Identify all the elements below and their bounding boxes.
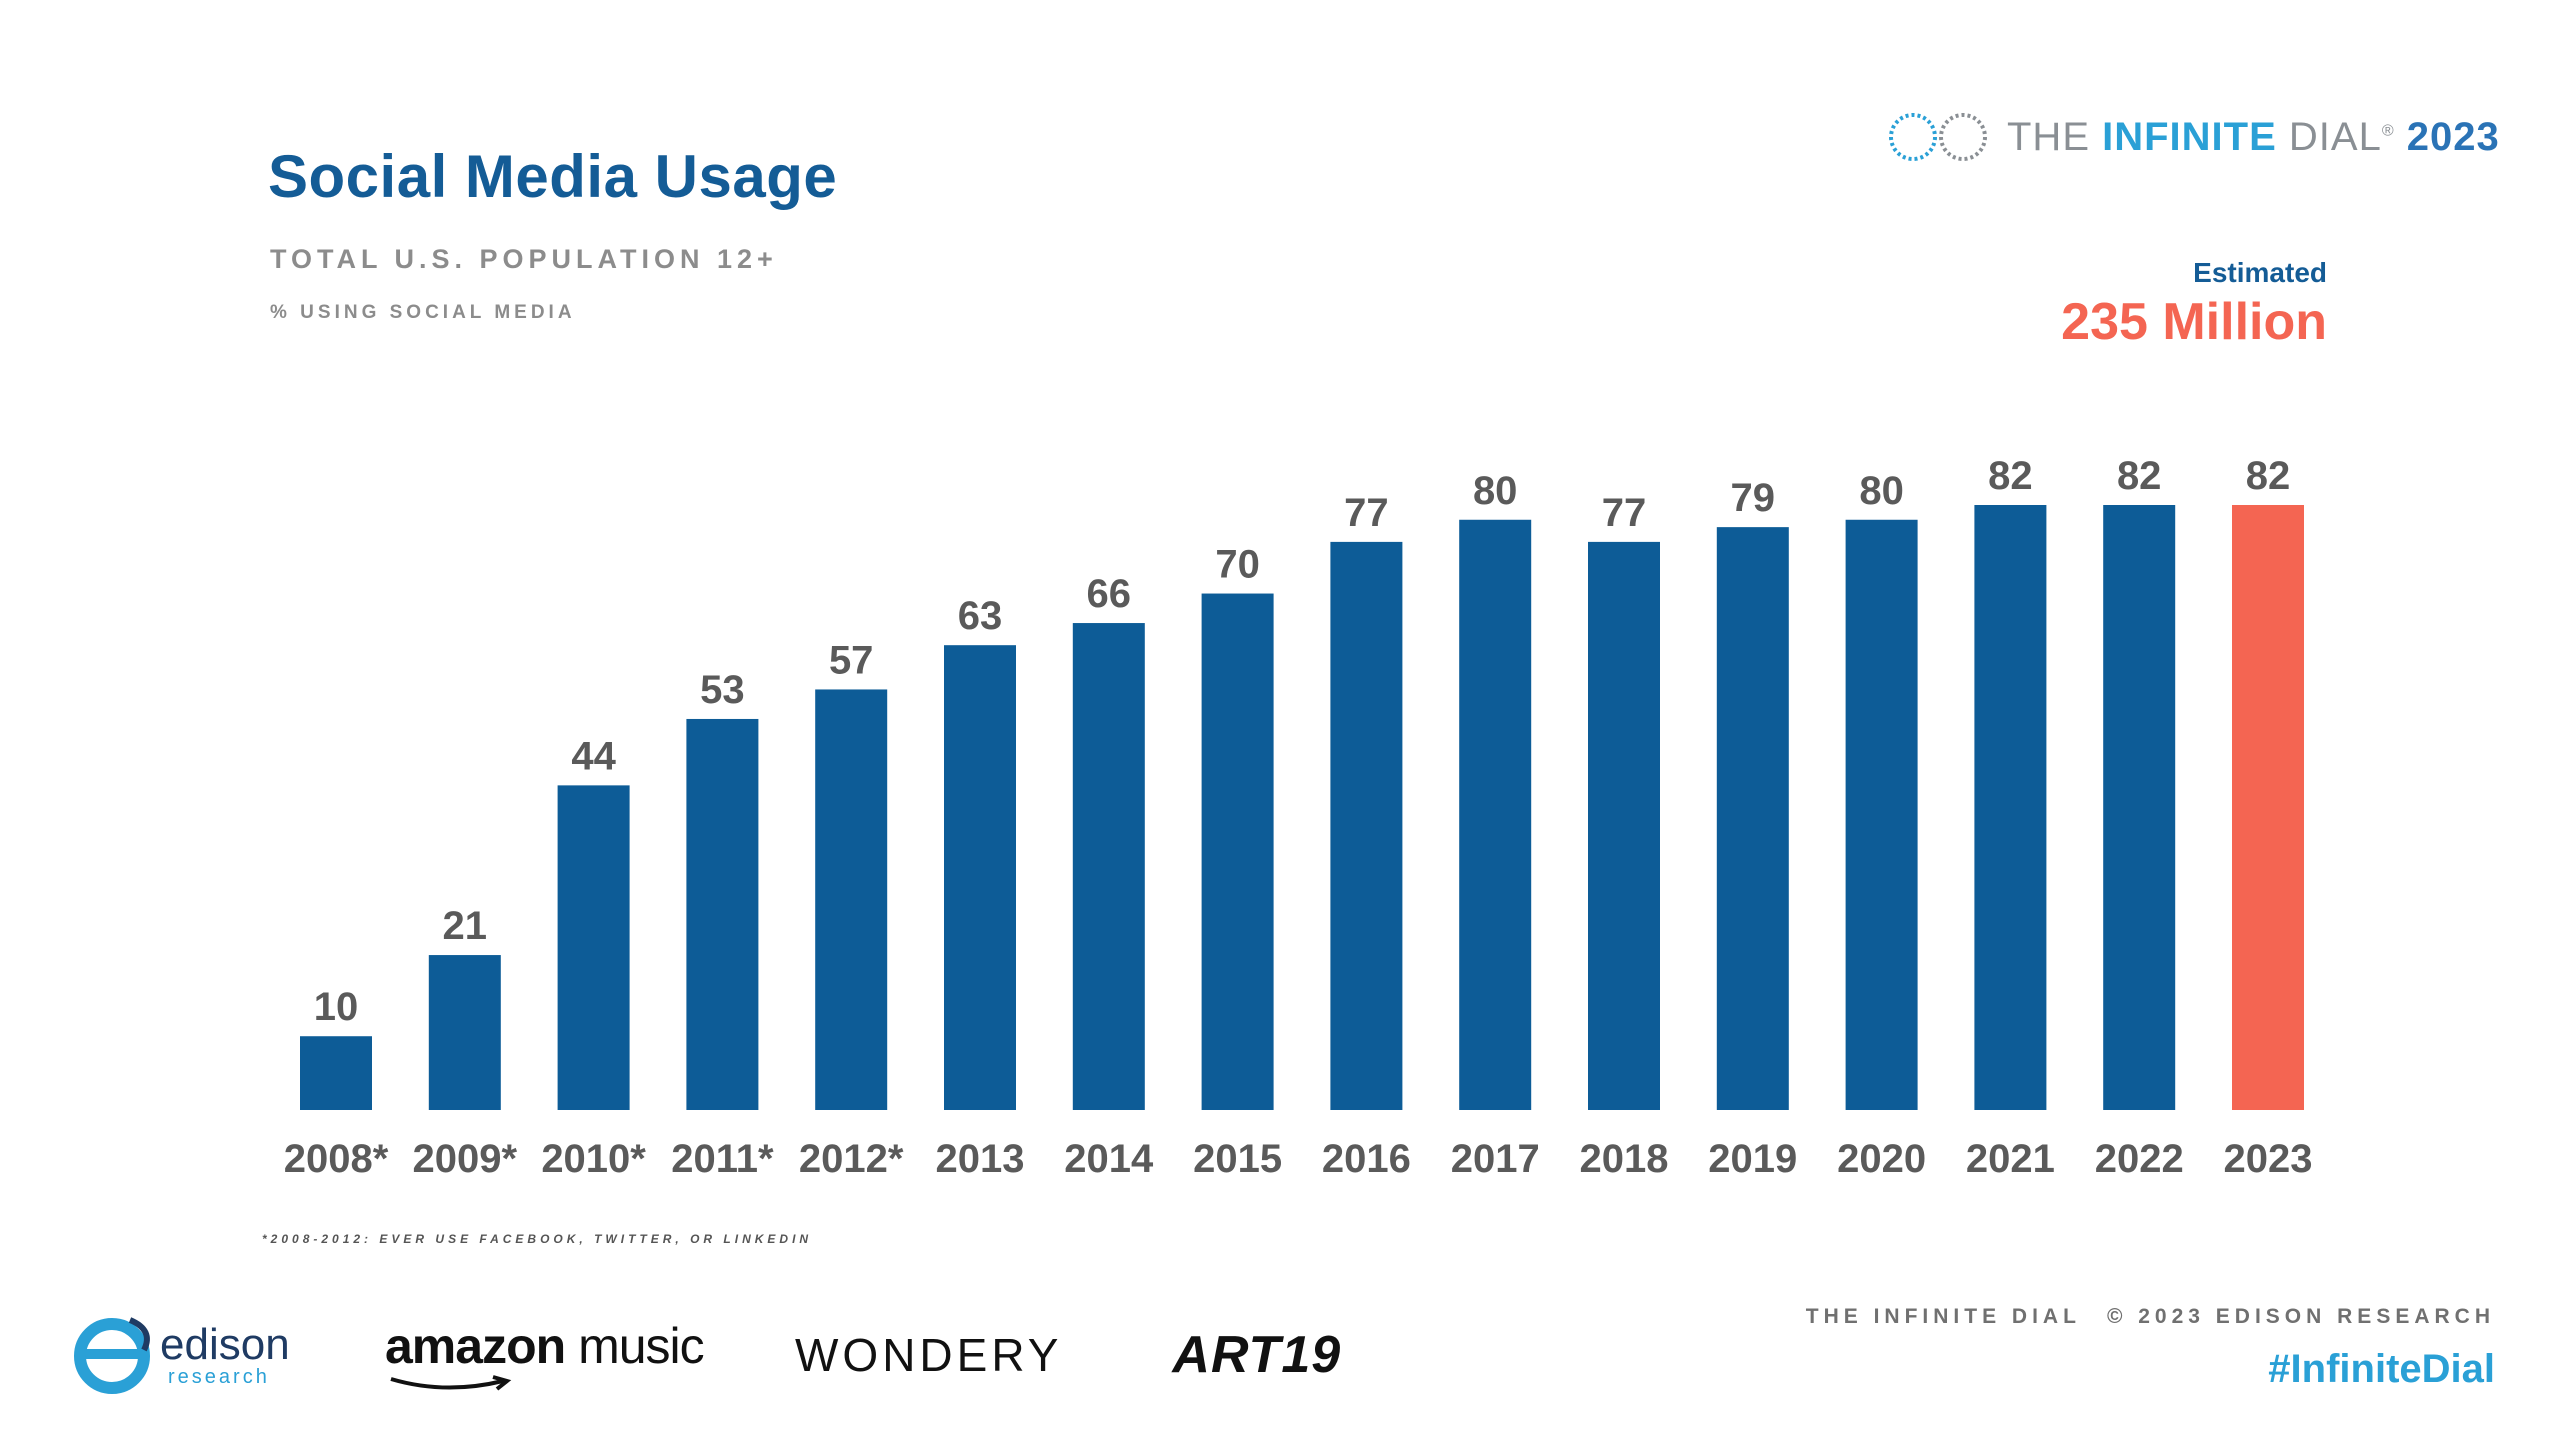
footer: THE INFINITE DIAL © 2023 EDISON RESEARCH … [1806,1305,2495,1392]
data-label-2012: 57 [829,638,874,682]
bar-2017 [1459,519,1532,1110]
x-tick-label-2014: 2014 [1064,1137,1154,1181]
x-tick-label-2023: 2023 [2224,1137,2313,1181]
estimate-label: Estimated [2193,257,2327,288]
x-tick-label-2009: 2009* [413,1137,518,1181]
bar-2019 [1716,527,1789,1110]
wondery-logo: WONDERY [795,1329,1063,1381]
bar-2021 [1974,505,2047,1110]
edison-subtitle: research [168,1366,270,1388]
amazon-music-logo: amazon music [385,1317,715,1393]
bar-2022 [2103,505,2176,1110]
art19-logo: ART19 [1172,1326,1342,1384]
bar-2023 [2232,505,2304,1110]
x-tick-label-2016: 2016 [1322,1137,1411,1181]
data-label-2013: 63 [958,594,1003,638]
data-label-2008: 10 [314,985,359,1029]
data-label-2017: 80 [1473,469,1518,513]
x-tick-label-2020: 2020 [1837,1137,1926,1181]
data-label-2023: 82 [2246,454,2291,498]
music-word: music [578,1318,705,1374]
edison-research-logo: edison research [70,1310,315,1400]
bar-2016 [1330,541,1403,1110]
bar-2014 [1072,623,1145,1110]
data-label-2018: 77 [1602,491,1647,535]
amazon-word: amazon [385,1318,566,1374]
page-title: Social Media Usage [268,143,838,210]
x-tick-label-2012: 2012* [799,1137,904,1181]
edison-swirl-icon [74,1317,150,1394]
chart-subtitle: TOTAL U.S. POPULATION 12+ [270,244,778,274]
x-tick-label-2022: 2022 [2095,1137,2184,1181]
data-label-2009: 21 [443,904,488,948]
bar-2010 [557,785,630,1110]
data-label-2011: 53 [700,668,745,712]
brand-infinite: INFINITE [2102,114,2277,159]
x-tick-label-2019: 2019 [1708,1137,1797,1181]
data-label-2010: 44 [571,734,616,778]
x-tick-label-2021: 2021 [1966,1137,2055,1181]
bar-2015 [1201,593,1274,1110]
bar-2008 [300,1036,372,1110]
bar-2018 [1588,541,1660,1110]
registered-mark: ® [2381,122,2395,140]
bar-2020 [1845,519,1918,1110]
x-tick-label-2010: 2010* [541,1137,646,1181]
brand-the: THE [2007,114,2090,159]
data-label-2014: 66 [1087,572,1132,616]
data-label-2020: 80 [1859,469,1904,513]
x-tick-label-2018: 2018 [1580,1137,1669,1181]
infinity-icon [1889,113,1987,161]
sponsor-logos: edison research amazon music WONDERY ART… [70,1290,1341,1420]
footer-brand: THE INFINITE DIAL [1805,1305,2081,1328]
bar-2011 [686,718,759,1110]
footer-copyright: © 2023 EDISON RESEARCH [2106,1305,2495,1328]
estimate-value: 235 Million [2061,293,2327,351]
data-label-2015: 70 [1215,543,1260,587]
x-tick-label-2011: 2011* [671,1137,774,1181]
x-tick-label-2017: 2017 [1451,1137,1540,1181]
bar-2012 [815,689,888,1110]
data-label-2016: 77 [1344,491,1389,535]
edison-name: edison [160,1320,290,1369]
chart-footnote: *2008-2012: EVER USE FACEBOOK, TWITTER, … [262,1232,813,1246]
data-label-2019: 79 [1731,476,1776,520]
bar-2009 [428,955,501,1110]
brand-dial: DIAL [2288,114,2382,159]
amazon-smile-icon [390,1375,512,1391]
brand-text: THE INFINITE DIAL® 2023 [2007,115,2500,160]
data-label-2021: 82 [1988,454,2033,498]
hashtag: #InfiniteDial [2268,1347,2495,1391]
data-label-2022: 82 [2117,454,2162,498]
x-tick-label-2015: 2015 [1193,1137,1282,1181]
bar-2013 [944,645,1016,1110]
chart-measure-label: % USING SOCIAL MEDIA [270,302,576,323]
infinite-dial-logo: THE INFINITE DIAL® 2023 [1885,108,2500,166]
x-tick-label-2008: 2008* [284,1137,389,1181]
brand-year: 2023 [2406,114,2500,159]
x-tick-label-2013: 2013 [936,1137,1025,1181]
